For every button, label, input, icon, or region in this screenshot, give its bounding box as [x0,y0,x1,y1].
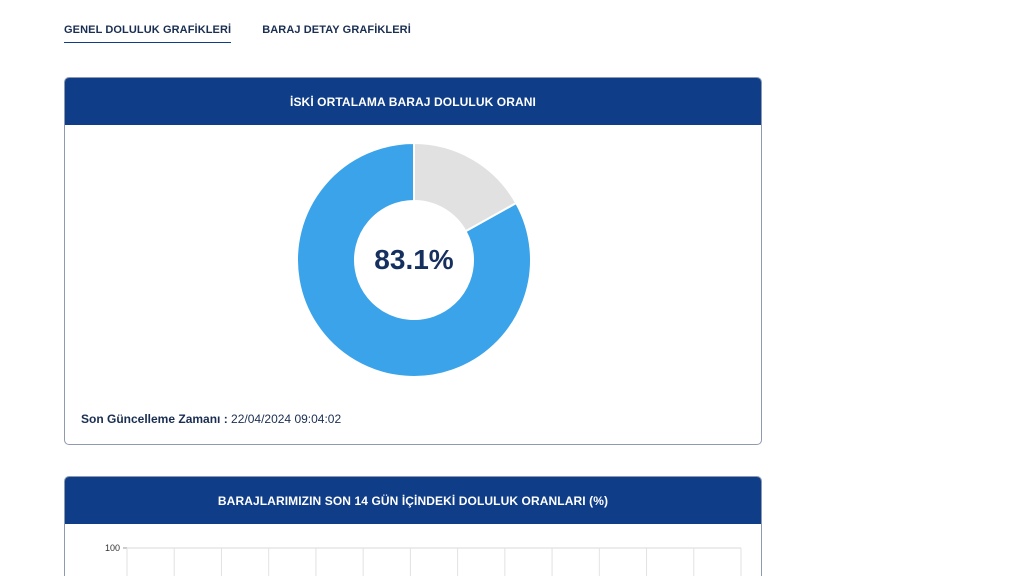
fourteen-day-card: BARAJLARIMIZIN SON 14 GÜN İÇİNDEKİ DOLUL… [64,476,762,576]
donut-center-value: 83.1% [374,244,454,275]
fourteen-day-chart: 100 [105,543,742,576]
vertical-gridlines [126,548,742,576]
tab-baraj-detay[interactable]: BARAJ DETAY GRAFİKLERİ [262,24,411,36]
last-update: Son Güncelleme Zamanı : 22/04/2024 09:04… [81,412,341,426]
average-occupancy-card: İSKİ ORTALAMA BARAJ DOLULUK ORANI 83.1% … [64,77,762,445]
last-update-value: 22/04/2024 09:04:02 [231,412,342,426]
donut-chart: 83.1% [296,142,532,378]
tab-bar: GENEL DOLULUK GRAFİKLERİ BARAJ DETAY GRA… [64,24,411,43]
tab-genel-doluluk[interactable]: GENEL DOLULUK GRAFİKLERİ [64,24,232,43]
y-tick-100: 100 [105,543,120,553]
slice-filled[interactable] [296,142,532,378]
slice-empty[interactable] [413,142,518,233]
last-update-label: Son Güncelleme Zamanı : [81,412,228,426]
card-title-14-day: BARAJLARIMIZIN SON 14 GÜN İÇİNDEKİ DOLUL… [65,477,761,524]
card-title: İSKİ ORTALAMA BARAJ DOLULUK ORANI [65,78,761,125]
donut-svg [296,142,532,378]
